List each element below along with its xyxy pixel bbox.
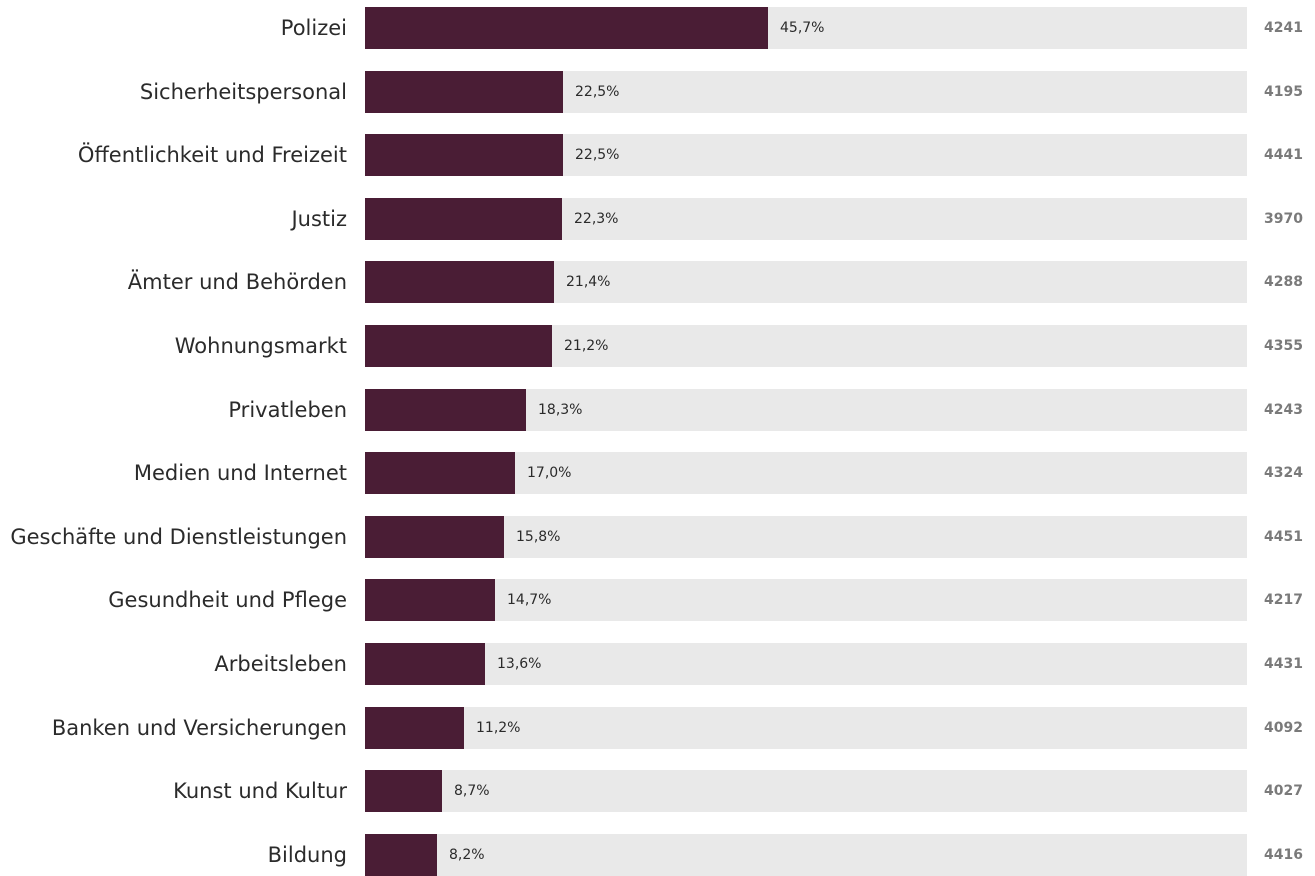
category-label: Bildung	[267, 843, 347, 867]
category-label: Öffentlichkeit und Freizeit	[77, 143, 347, 167]
sample-size-label: 4241	[1264, 20, 1303, 36]
category-label: Privatleben	[228, 398, 347, 422]
bar-track	[365, 707, 1247, 749]
category-label: Justiz	[291, 207, 347, 231]
category-label: Sicherheitspersonal	[139, 80, 347, 104]
value-label: 21,2%	[564, 338, 609, 354]
sample-size-label: 4243	[1264, 402, 1303, 418]
value-label: 22,3%	[574, 211, 619, 227]
bar-track	[365, 516, 1247, 558]
bar	[365, 71, 563, 113]
sample-size-label: 4288	[1264, 274, 1303, 290]
value-label: 8,7%	[454, 783, 490, 799]
bar	[365, 261, 554, 303]
sample-size-label: 4416	[1264, 847, 1303, 863]
bar	[365, 707, 464, 749]
value-label: 8,2%	[449, 847, 485, 863]
category-label: Banken und Versicherungen	[51, 716, 347, 740]
bar	[365, 325, 552, 367]
category-label: Medien und Internet	[133, 461, 347, 485]
bar-track	[365, 770, 1247, 812]
sample-size-label: 4324	[1264, 465, 1303, 481]
value-label: 13,6%	[497, 656, 542, 672]
bar	[365, 770, 442, 812]
bar-track	[365, 834, 1247, 876]
category-label: Wohnungsmarkt	[174, 334, 347, 358]
value-label: 11,2%	[476, 720, 521, 736]
sample-size-label: 4355	[1264, 338, 1303, 354]
bar	[365, 579, 495, 621]
value-label: 18,3%	[538, 402, 583, 418]
bar	[365, 7, 768, 49]
sample-size-label: 4441	[1264, 147, 1303, 163]
value-label: 22,5%	[575, 84, 620, 100]
sample-size-label: 3970	[1264, 211, 1303, 227]
sample-size-label: 4195	[1264, 84, 1303, 100]
bar	[365, 134, 563, 176]
bar-track	[365, 579, 1247, 621]
category-label: Gesundheit und Pflege	[108, 588, 347, 612]
bar-track	[365, 643, 1247, 685]
value-label: 17,0%	[527, 465, 572, 481]
bar	[365, 198, 562, 240]
bar	[365, 389, 526, 431]
sample-size-label: 4092	[1264, 720, 1303, 736]
value-label: 14,7%	[507, 592, 552, 608]
category-label: Kunst und Kultur	[173, 779, 347, 803]
category-label: Arbeitsleben	[214, 652, 347, 676]
sample-size-label: 4451	[1264, 529, 1303, 545]
category-label: Ämter und Behörden	[127, 270, 347, 294]
value-label: 21,4%	[566, 274, 611, 290]
bar	[365, 834, 437, 876]
sample-size-label: 4217	[1264, 592, 1303, 608]
value-label: 22,5%	[575, 147, 620, 163]
bar	[365, 452, 515, 494]
sample-size-label: 4431	[1264, 656, 1303, 672]
value-label: 45,7%	[780, 20, 825, 36]
sample-size-label: 4027	[1264, 783, 1303, 799]
category-label: Geschäfte und Dienstleistungen	[10, 525, 347, 549]
bar	[365, 516, 504, 558]
bar	[365, 643, 485, 685]
value-label: 15,8%	[516, 529, 561, 545]
category-label: Polizei	[280, 16, 347, 40]
